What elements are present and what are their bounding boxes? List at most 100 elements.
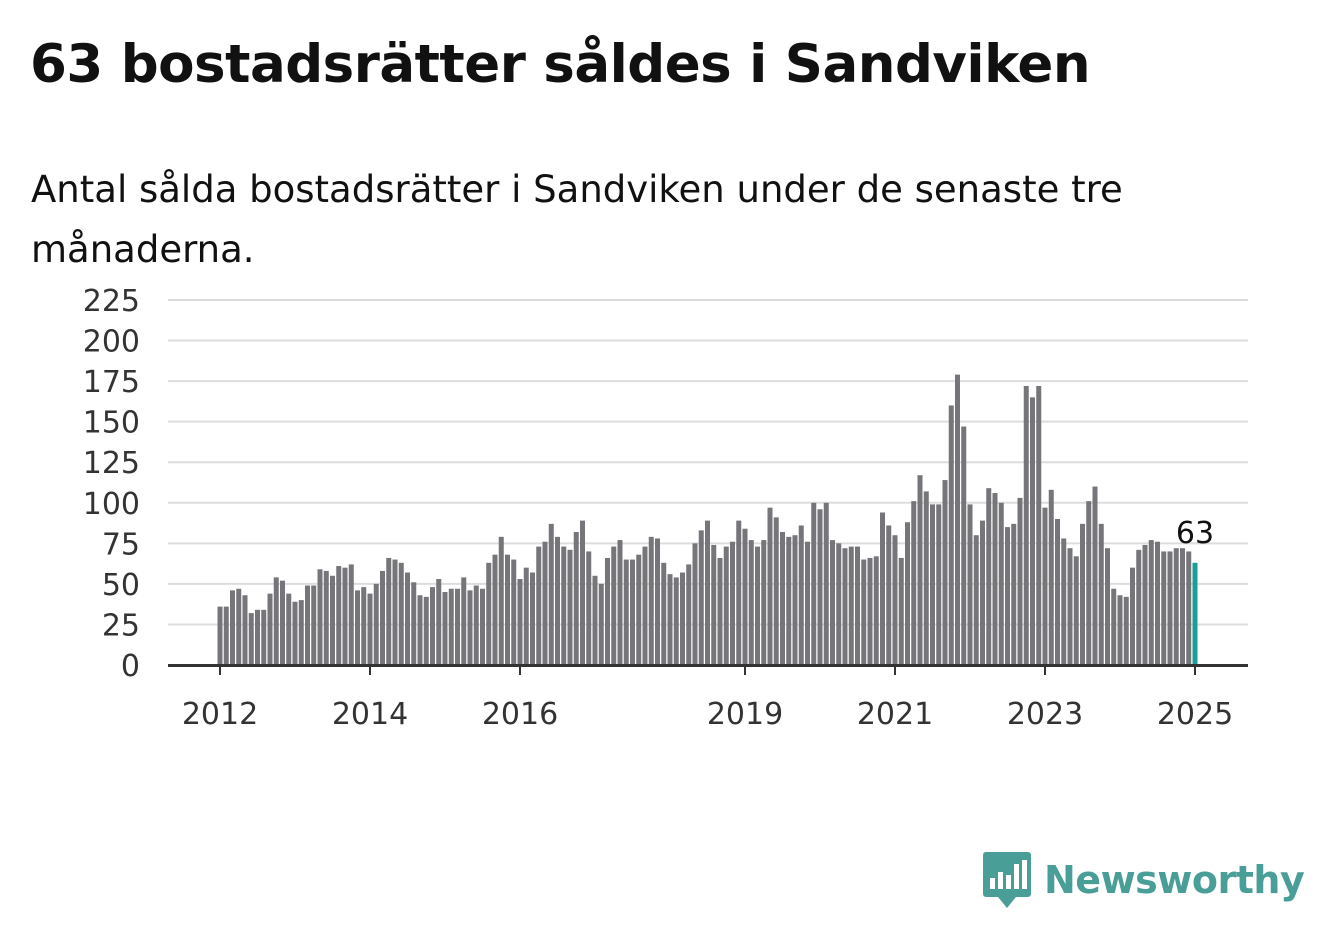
bar [736,520,742,665]
bar [261,609,267,665]
y-tick-label: 225 [83,284,140,319]
bar [855,546,860,665]
data-labels: 63 [1176,516,1214,551]
bar [692,543,698,665]
bar [1105,548,1110,665]
bar [811,502,817,665]
bar [730,541,735,665]
bar [323,570,329,665]
x-tick-label: 2016 [482,697,558,732]
bar [767,507,773,665]
bar [298,600,304,665]
bar [967,504,973,665]
bar [892,535,898,665]
bar [648,536,654,665]
bar [848,546,854,665]
bar [673,577,679,665]
bar [517,579,523,665]
bar [836,543,842,665]
bar [723,546,729,665]
bar [755,546,760,665]
bar [336,566,342,665]
brand-logo: Newsworthy [982,849,1305,911]
bar [748,540,754,665]
bar [1136,549,1142,665]
bar [580,520,585,665]
bar [1005,527,1010,665]
x-tick-label: 2025 [1157,697,1233,732]
bar [711,544,717,665]
bar [942,480,948,665]
bar [955,374,960,665]
bar [492,554,498,665]
bar [392,559,398,665]
bar [980,520,985,665]
bar [317,569,323,665]
bar [898,557,904,665]
bar [1092,486,1098,665]
bar [1080,523,1085,665]
y-tick-label: 175 [83,365,140,400]
bar [1186,551,1192,665]
y-tick-label: 50 [102,568,140,603]
bar [1042,507,1048,665]
bar [480,588,485,665]
bar [342,567,348,665]
bar [236,588,242,665]
y-tick-label: 200 [83,325,140,360]
bar [605,557,610,665]
bar [817,509,823,665]
bar [542,541,548,665]
bar [973,535,979,665]
bar [617,540,623,665]
bar [1098,523,1104,665]
bar [1123,596,1129,665]
bar [1067,548,1073,665]
bar [886,525,892,665]
bar [380,570,385,665]
bar [1036,385,1042,665]
bar [311,585,317,665]
bar [436,579,442,665]
y-tick-label: 75 [102,527,140,562]
data-label-latest: 63 [1176,516,1214,551]
bar [823,502,829,665]
bar [1086,501,1092,665]
bar [361,587,367,665]
bar [611,546,617,665]
bar [661,562,667,665]
bar [992,493,998,665]
bar [467,590,473,665]
bar [698,530,704,665]
bar [1030,397,1035,665]
bar [536,546,542,665]
bar [430,587,435,665]
bar [623,559,629,665]
bar [386,557,392,665]
bar [255,609,260,665]
bar [742,528,748,665]
bar [292,601,298,665]
bar [842,548,848,665]
bar [642,546,648,665]
bar [773,517,779,665]
bar [917,475,923,665]
chart-title: 63 bostadsrätter såldes i Sandviken [30,34,1091,95]
bar [355,590,360,665]
bar [1048,489,1054,665]
bar [786,536,792,665]
bar [223,606,229,665]
bar [286,593,292,665]
bar [1061,538,1067,665]
bar [936,504,942,665]
bar [1011,523,1017,665]
bar [473,585,479,665]
bar [442,592,448,665]
bar [230,590,235,665]
bar [686,564,692,665]
bar [511,559,517,665]
bar [423,596,429,665]
y-tick-label: 100 [83,487,140,522]
bar [798,525,804,665]
bar [792,535,798,665]
